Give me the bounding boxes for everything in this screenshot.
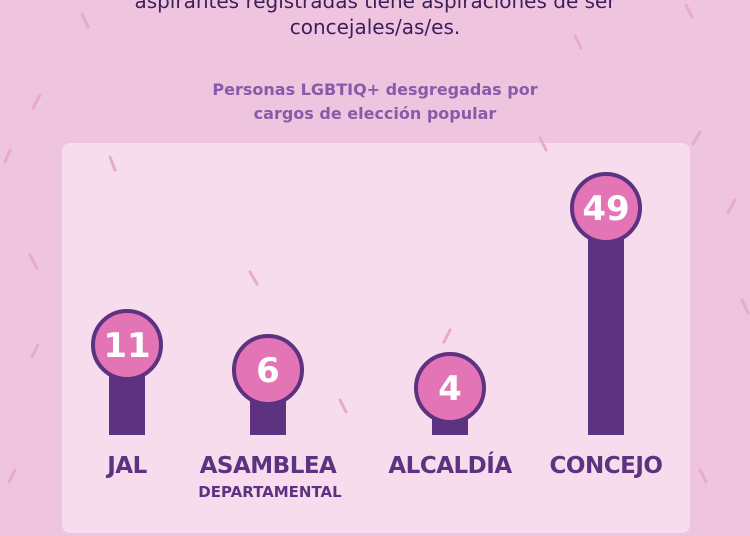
intro-text: aspirantes registradas tiene aspiracione… [0,0,750,40]
chart-title-line-2: cargos de elección popular [253,104,497,123]
data-label-3: 4 [438,369,462,409]
data-label-2: 6 [256,351,280,391]
intro-line-1: aspirantes registradas tiene aspiracione… [134,0,616,13]
category-label-2: ASAMBLEA [200,453,337,479]
intro-line-2: concejales/as/es. [289,15,461,39]
category-label-2-line-2: DEPARTAMENTAL [198,483,342,501]
value-bubble-1 [91,309,163,381]
category-label-1: JAL [105,453,147,479]
value-bubble-3 [414,352,486,424]
category-label-3: ALCALDÍA [388,451,512,479]
chart-title: Personas LGBTIQ+ desgregadas por cargos … [0,78,750,126]
category-label-4: CONCEJO [550,453,663,479]
value-bubble-4 [570,172,642,244]
bar-4 [588,208,624,435]
data-label-4: 49 [582,189,629,229]
data-label-1: 11 [103,326,150,366]
value-bubble-2 [232,334,304,406]
chart-title-line-1: Personas LGBTIQ+ desgregadas por [212,80,538,99]
